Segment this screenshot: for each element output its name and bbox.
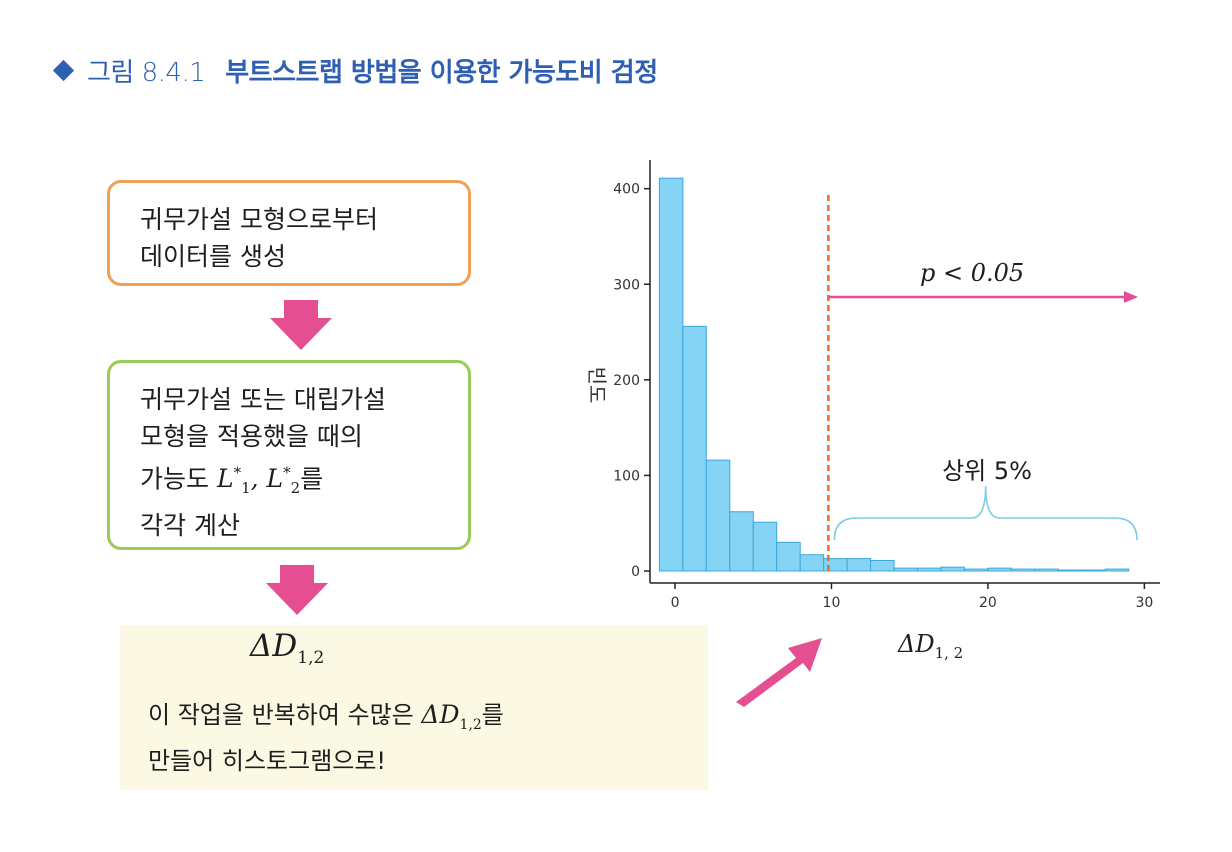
histogram-bar — [705, 459, 731, 572]
histogram-bar — [729, 511, 754, 572]
histogram-bar — [917, 567, 942, 572]
y-tick-label: 400 — [613, 182, 640, 198]
step2-line1: 귀무가설 또는 대립가설 — [140, 385, 386, 414]
likelihood-l1: L*1, — [216, 464, 259, 498]
x-axis-label: ΔD1, 2 — [897, 630, 963, 662]
figure-label: 그림 8.4.1 — [87, 57, 206, 88]
histogram-bar — [682, 325, 707, 572]
step2-line3-prefix: 가능도 — [140, 464, 210, 494]
step1-line2: 데이터를 생성 — [140, 242, 286, 271]
arrowhead-icon — [1124, 291, 1138, 303]
y-tick-label: 0 — [631, 564, 640, 580]
y-tick-label: 200 — [613, 373, 640, 389]
histogram-bar — [963, 568, 989, 572]
x-tick-label: 20 — [979, 595, 997, 611]
p-value-annotation: p < 0.05 — [920, 259, 1024, 287]
histogram-bar — [1010, 568, 1036, 572]
step2-line3-suffix: 를 — [300, 464, 324, 494]
histogram-bar — [1057, 569, 1083, 572]
result-line1-suffix: 를 — [481, 701, 504, 729]
x-tick-label: 10 — [823, 595, 841, 611]
histogram-bar — [987, 567, 1012, 572]
result-area — [120, 625, 708, 790]
histogram-bar — [846, 558, 872, 572]
figure-header: 그림 8.4.1 부트스트랩 방법을 이용한 가능도비 검정 — [52, 50, 658, 90]
down-arrow-icon — [270, 300, 332, 350]
histogram-bar — [1081, 569, 1106, 572]
step1-line1: 귀무가설 모형으로부터 — [140, 205, 378, 234]
upper-5-percent-label: 상위 5% — [942, 457, 1032, 485]
histogram-bar — [940, 566, 965, 572]
step2-box: 귀무가설 또는 대립가설 모형을 적용했을 때의 가능도 L*1, L*2를 각… — [107, 360, 471, 550]
y-tick-label: 300 — [613, 277, 640, 293]
histogram-bar — [1034, 568, 1059, 572]
diagonal-arrow-icon — [736, 638, 822, 707]
histogram-bar — [752, 521, 778, 572]
likelihood-l2: L*2 — [266, 464, 301, 498]
histogram-bar — [799, 554, 825, 572]
figure-title: 부트스트랩 방법을 이용한 가능도비 검정 — [225, 57, 658, 88]
result-line1-prefix: 이 작업을 반복하여 수많은 — [148, 701, 414, 729]
histogram-bar — [893, 567, 919, 572]
histogram-bar — [776, 541, 801, 572]
step2-text: 귀무가설 또는 대립가설 모형을 적용했을 때의 가능도 L*1, L*2를 각… — [140, 381, 468, 544]
y-axis-label: 빈도 — [585, 367, 609, 404]
down-arrow-icon — [266, 565, 328, 615]
x-tick-label: 30 — [1135, 595, 1153, 611]
histogram-bar — [658, 177, 684, 572]
delta-statistic: ΔD1,2 — [250, 628, 325, 669]
result-text: 이 작업을 반복하여 수많은 ΔD1,2를 만들어 히스토그램으로! — [148, 697, 504, 779]
histogram-bar — [870, 559, 895, 572]
step2-line4: 각각 계산 — [140, 511, 240, 541]
result-line2: 만들어 히스토그램으로! — [148, 747, 387, 775]
step1-text: 귀무가설 모형으로부터 데이터를 생성 — [140, 201, 468, 275]
y-tick-label: 100 — [613, 468, 640, 484]
step1-box: 귀무가설 모형으로부터 데이터를 생성 — [107, 180, 471, 286]
histogram-bar — [1104, 568, 1130, 572]
x-tick-label: 0 — [671, 595, 680, 611]
result-delta-inline: ΔD1,2 — [421, 700, 482, 733]
step2-line2: 모형을 적용했을 때의 — [140, 422, 363, 451]
upper-tail-brace — [833, 485, 1138, 541]
